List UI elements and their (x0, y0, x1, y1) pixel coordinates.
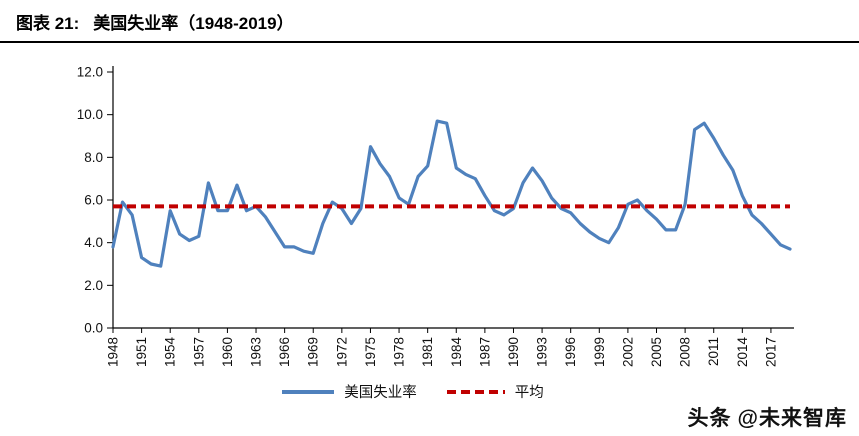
svg-text:1993: 1993 (535, 337, 550, 367)
legend-average-label: 平均 (514, 385, 544, 401)
watermark: 头条 @未来智库 (688, 402, 847, 432)
svg-text:1948: 1948 (106, 337, 121, 367)
svg-text:1972: 1972 (334, 337, 349, 367)
watermark-handle: @未来智库 (737, 407, 847, 430)
svg-text:6.0: 6.0 (84, 193, 103, 208)
svg-text:2002: 2002 (620, 337, 635, 367)
svg-text:2014: 2014 (735, 337, 750, 368)
svg-text:1975: 1975 (363, 337, 378, 367)
chart-header: 图表 21: 美国失业率（1948-2019） (0, 0, 859, 43)
svg-text:1990: 1990 (506, 337, 521, 367)
watermark-brand: 头条 (687, 407, 732, 430)
svg-text:1984: 1984 (449, 337, 464, 368)
svg-text:8.0: 8.0 (84, 150, 103, 165)
svg-text:1981: 1981 (420, 337, 435, 367)
svg-text:10.0: 10.0 (77, 107, 103, 122)
svg-text:2008: 2008 (678, 337, 693, 367)
svg-text:0.0: 0.0 (84, 321, 103, 336)
svg-text:1957: 1957 (191, 337, 206, 367)
svg-text:1999: 1999 (592, 337, 607, 367)
svg-text:2.0: 2.0 (84, 278, 103, 293)
svg-text:1978: 1978 (392, 337, 407, 367)
svg-text:2011: 2011 (706, 337, 721, 366)
svg-text:1987: 1987 (477, 337, 492, 367)
average-line-sample-icon (446, 389, 505, 394)
svg-text:1963: 1963 (249, 337, 264, 367)
svg-text:2017: 2017 (763, 337, 778, 367)
svg-text:1969: 1969 (306, 337, 321, 367)
svg-text:1951: 1951 (134, 337, 149, 367)
chart-title-prefix: 图表 21: (16, 14, 80, 33)
series-line-sample-icon (282, 389, 335, 394)
legend-item-series: 美国失业率 (282, 381, 417, 402)
chart-legend: 美国失业率 平均 (18, 381, 808, 402)
chart-area: 0.0 2.0 4.0 6.0 8.0 10.0 12.0 1948 1951 1954 1957 1… (18, 56, 838, 402)
chart-title-main: 美国失业率（1948-2019） (93, 14, 294, 33)
svg-text:1960: 1960 (220, 337, 235, 367)
legend-item-average: 平均 (446, 381, 544, 402)
svg-text:1954: 1954 (163, 337, 178, 368)
legend-series-label: 美国失业率 (344, 385, 417, 401)
unemployment-line-chart: 0.0 2.0 4.0 6.0 8.0 10.0 12.0 1948 1951 1954 1957 1… (77, 65, 794, 368)
svg-text:1966: 1966 (277, 337, 292, 367)
svg-text:4.0: 4.0 (84, 235, 103, 250)
svg-text:12.0: 12.0 (77, 65, 103, 80)
svg-text:1996: 1996 (563, 337, 578, 367)
svg-text:2005: 2005 (649, 337, 664, 367)
